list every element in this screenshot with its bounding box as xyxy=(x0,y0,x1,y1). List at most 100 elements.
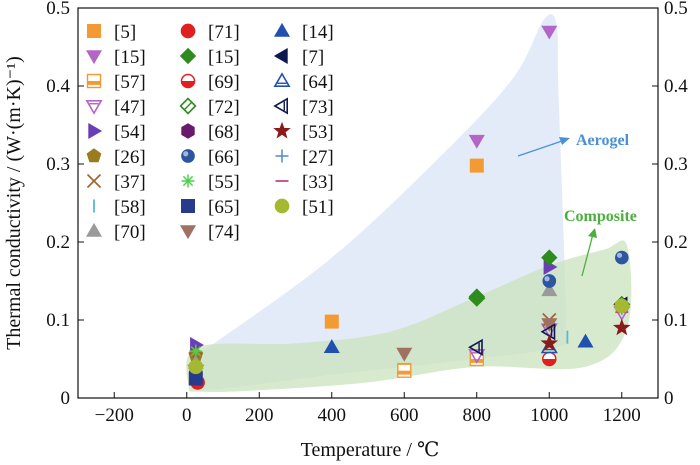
legend-label: [37] xyxy=(114,172,146,193)
legend-label: [55] xyxy=(208,172,240,193)
legend-marker xyxy=(88,122,103,140)
y-tick-label: 0 xyxy=(61,388,71,409)
point-73-21-1 xyxy=(540,323,556,341)
point-14-18-1 xyxy=(577,333,594,348)
aerogel-label: Aerogel xyxy=(576,132,630,149)
legend-item: [69] xyxy=(180,72,240,93)
point-55-15-0 xyxy=(189,344,203,358)
legend-label: [26] xyxy=(114,147,146,168)
legend-marker xyxy=(86,148,102,163)
legend-marker xyxy=(86,173,102,189)
x-tick-label: 800 xyxy=(463,405,492,426)
legend-marker xyxy=(181,199,195,213)
legend-marker xyxy=(181,123,195,139)
legend-label: [68] xyxy=(208,122,240,143)
y-right-tick-label: 0.1 xyxy=(664,310,688,331)
legend-label: [73] xyxy=(302,97,334,118)
legend-marker xyxy=(273,121,291,139)
point-57-2-0 xyxy=(397,363,412,378)
legend-label: [53] xyxy=(302,122,334,143)
point-53-22-0 xyxy=(540,334,559,351)
legend-item: [71] xyxy=(180,22,240,43)
legend-marker xyxy=(275,149,289,163)
point-51-25-0 xyxy=(188,359,204,375)
legend-item: [57] xyxy=(86,72,146,93)
legend-label: [57] xyxy=(114,72,146,93)
legend-label: [51] xyxy=(302,197,334,218)
aerogel-arrow xyxy=(517,139,566,157)
legend-label: [15] xyxy=(114,47,146,68)
legend-label: [7] xyxy=(302,47,324,68)
y-tick-label: 0.5 xyxy=(46,0,70,19)
composite-label: Composite xyxy=(564,208,637,225)
point-74-17-0 xyxy=(396,347,413,362)
markers-layer xyxy=(187,25,631,390)
composite-arrow xyxy=(581,233,594,277)
legend-item: [51] xyxy=(274,197,334,218)
legend-item: [74] xyxy=(179,222,240,243)
legend-item: [54] xyxy=(88,122,146,143)
annotations-layer: Aerogel Composite xyxy=(517,132,637,277)
regions-layer xyxy=(186,13,632,393)
legend-label: [54] xyxy=(114,122,146,143)
y-tick-label: 0.4 xyxy=(46,76,70,97)
point-70-8-1 xyxy=(541,282,558,297)
y-right-tick-label: 0.2 xyxy=(664,232,688,253)
legend-marker xyxy=(273,22,291,37)
legend-item: [7] xyxy=(273,47,324,68)
legend-marker xyxy=(181,174,195,188)
legend-item: [70] xyxy=(85,222,146,243)
legend-marker xyxy=(181,149,195,163)
legend-item: [73] xyxy=(273,97,334,118)
plot-frame xyxy=(77,7,659,399)
legend-marker xyxy=(274,198,290,214)
legend-label: [27] xyxy=(302,147,334,168)
x-tick-label: 600 xyxy=(390,405,419,426)
legend: [5] [15] [57] [47] [54] [26] [37] [58] [70] [71] [… xyxy=(85,22,334,243)
legend-label: [69] xyxy=(208,72,240,93)
legend-label: [33] xyxy=(302,172,334,193)
legend-marker xyxy=(85,100,103,115)
legend-label: [5] xyxy=(114,22,136,43)
point-72-12-0 xyxy=(468,289,486,307)
y-axis-title: Thermal conductivity / (W·(m·K)⁻¹) xyxy=(3,56,25,350)
legend-label: [47] xyxy=(114,97,146,118)
point-73-21-0 xyxy=(468,338,483,356)
y-tick-label: 0.2 xyxy=(46,232,70,253)
x-tick-label: 400 xyxy=(318,405,347,426)
legend-item: [15] xyxy=(85,47,146,68)
legend-item: [15] xyxy=(179,47,240,68)
point-15-10-1 xyxy=(541,249,558,266)
x-tick-label: 1200 xyxy=(603,405,641,426)
point-15-1-0 xyxy=(468,134,485,149)
legend-marker xyxy=(179,225,197,240)
point-66-14-0 xyxy=(542,274,557,288)
y-right-tick-label: 0.3 xyxy=(664,154,688,175)
y-tick-label: 0.1 xyxy=(46,310,70,331)
y-right-tick-label: 0.5 xyxy=(664,0,688,19)
legend-item: [14] xyxy=(273,22,334,43)
legend-item: [26] xyxy=(86,147,146,168)
x-tick-label: 200 xyxy=(245,405,274,426)
x-tick-label: 1000 xyxy=(530,405,568,426)
legend-item: [68] xyxy=(181,122,240,143)
legend-item: [55] xyxy=(181,172,240,193)
legend-label: [65] xyxy=(208,197,240,218)
point-5-0-2 xyxy=(469,158,484,173)
legend-marker xyxy=(86,73,102,89)
legend-label: [58] xyxy=(114,197,146,218)
legend-label: [15] xyxy=(208,47,240,68)
point-15-10-0 xyxy=(468,288,485,305)
legend-item: [65] xyxy=(181,197,240,218)
x-axis-title: Temperature / ℃ xyxy=(301,439,440,461)
legend-label: [74] xyxy=(208,222,240,243)
legend-item: [5] xyxy=(87,22,136,43)
aerogel-arrowhead xyxy=(559,137,570,145)
x-tick-label: 0 xyxy=(182,405,192,426)
legend-label: [14] xyxy=(302,22,334,43)
legend-marker xyxy=(87,24,101,38)
legend-item: [66] xyxy=(181,147,240,168)
x-tick-label: −200 xyxy=(95,405,134,426)
region-composite xyxy=(186,240,632,393)
